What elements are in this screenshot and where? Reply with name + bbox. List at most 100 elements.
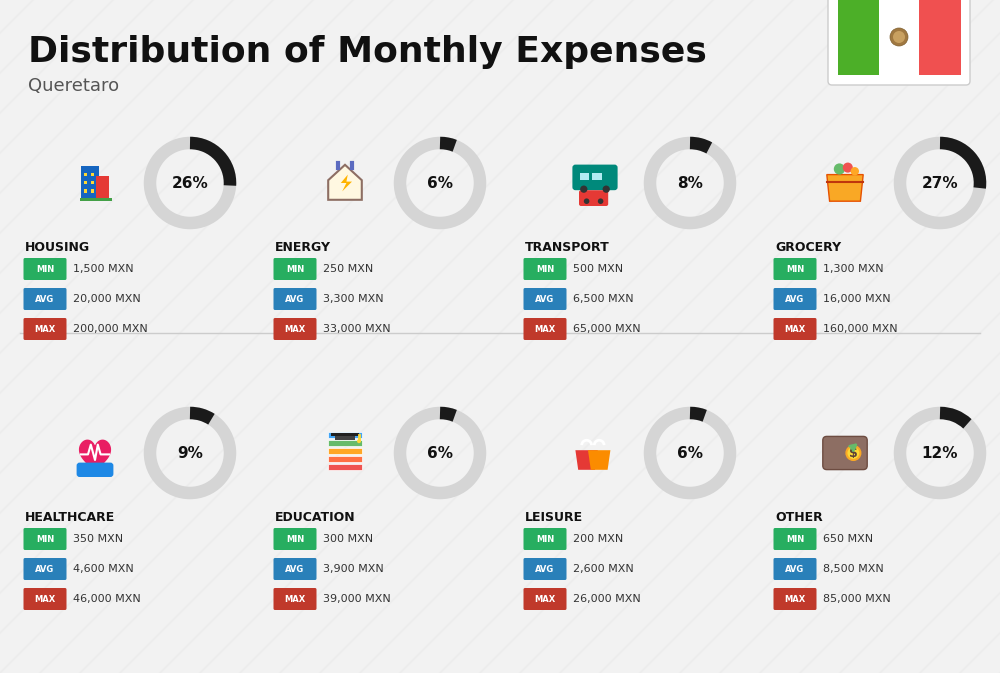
FancyBboxPatch shape: [24, 528, 66, 550]
Text: 16,000 MXN: 16,000 MXN: [823, 294, 891, 304]
Text: MAX: MAX: [284, 594, 306, 604]
Text: AVG: AVG: [35, 565, 55, 573]
FancyBboxPatch shape: [579, 190, 608, 206]
Text: 350 MXN: 350 MXN: [73, 534, 123, 544]
Bar: [84, 173, 87, 176]
Circle shape: [603, 186, 610, 192]
FancyBboxPatch shape: [572, 165, 618, 190]
Circle shape: [357, 439, 361, 444]
Text: MIN: MIN: [36, 264, 54, 273]
Text: 1,300 MXN: 1,300 MXN: [823, 264, 884, 274]
FancyBboxPatch shape: [328, 440, 362, 446]
FancyBboxPatch shape: [774, 528, 816, 550]
Text: MAX: MAX: [284, 324, 306, 334]
FancyBboxPatch shape: [328, 432, 362, 438]
FancyBboxPatch shape: [774, 588, 816, 610]
Bar: [838, 0, 879, 75]
Bar: [96, 176, 109, 200]
Text: MAX: MAX: [784, 324, 806, 334]
Circle shape: [846, 446, 860, 460]
Text: ENERGY: ENERGY: [275, 241, 331, 254]
Bar: [91, 189, 94, 192]
Text: MIN: MIN: [286, 264, 304, 273]
Text: 46,000 MXN: 46,000 MXN: [73, 594, 141, 604]
FancyBboxPatch shape: [524, 258, 566, 280]
Circle shape: [598, 199, 603, 204]
Text: HOUSING: HOUSING: [25, 241, 90, 254]
Text: 3,300 MXN: 3,300 MXN: [323, 294, 384, 304]
Polygon shape: [575, 450, 598, 470]
Text: 4,600 MXN: 4,600 MXN: [73, 564, 134, 574]
Text: MIN: MIN: [536, 264, 554, 273]
Text: Distribution of Monthly Expenses: Distribution of Monthly Expenses: [28, 35, 707, 69]
Text: TRANSPORT: TRANSPORT: [525, 241, 610, 254]
Text: 3,900 MXN: 3,900 MXN: [323, 564, 384, 574]
FancyBboxPatch shape: [774, 258, 816, 280]
FancyBboxPatch shape: [274, 528, 316, 550]
Text: 1,500 MXN: 1,500 MXN: [73, 264, 134, 274]
Text: AVG: AVG: [785, 565, 805, 573]
Text: AVG: AVG: [285, 565, 305, 573]
Text: 27%: 27%: [922, 176, 958, 190]
Text: $: $: [849, 446, 858, 460]
Bar: [331, 433, 359, 436]
Text: 160,000 MXN: 160,000 MXN: [823, 324, 898, 334]
Text: MIN: MIN: [36, 534, 54, 544]
Bar: [81, 166, 99, 200]
FancyBboxPatch shape: [524, 288, 566, 310]
Text: AVG: AVG: [785, 295, 805, 304]
Bar: [84, 181, 87, 184]
Text: EDUCATION: EDUCATION: [275, 511, 356, 524]
Text: 6%: 6%: [677, 446, 703, 460]
Text: 200,000 MXN: 200,000 MXN: [73, 324, 148, 334]
FancyBboxPatch shape: [77, 462, 113, 477]
FancyBboxPatch shape: [328, 448, 362, 454]
FancyBboxPatch shape: [774, 318, 816, 340]
FancyBboxPatch shape: [24, 288, 66, 310]
Bar: [580, 173, 589, 180]
Text: 6,500 MXN: 6,500 MXN: [573, 294, 634, 304]
Circle shape: [893, 31, 905, 43]
Bar: [84, 189, 87, 192]
Bar: [335, 435, 355, 440]
Bar: [879, 0, 919, 75]
FancyBboxPatch shape: [274, 558, 316, 580]
Text: MIN: MIN: [286, 534, 304, 544]
Bar: [80, 199, 112, 201]
Text: AVG: AVG: [285, 295, 305, 304]
Text: 8%: 8%: [677, 176, 703, 190]
FancyBboxPatch shape: [328, 456, 362, 462]
FancyBboxPatch shape: [828, 0, 970, 85]
Circle shape: [580, 186, 587, 192]
FancyBboxPatch shape: [24, 588, 66, 610]
Text: MAX: MAX: [534, 594, 556, 604]
Circle shape: [834, 164, 845, 174]
Text: MAX: MAX: [34, 324, 56, 334]
Bar: [919, 0, 961, 75]
Text: HEALTHCARE: HEALTHCARE: [25, 511, 115, 524]
Polygon shape: [588, 450, 610, 470]
FancyBboxPatch shape: [274, 288, 316, 310]
FancyBboxPatch shape: [24, 258, 66, 280]
Bar: [592, 173, 602, 180]
FancyBboxPatch shape: [524, 558, 566, 580]
Text: LEISURE: LEISURE: [525, 511, 583, 524]
Text: 200 MXN: 200 MXN: [573, 534, 623, 544]
Text: 6%: 6%: [427, 446, 453, 460]
Text: 12%: 12%: [922, 446, 958, 460]
Text: 300 MXN: 300 MXN: [323, 534, 373, 544]
FancyBboxPatch shape: [524, 588, 566, 610]
Text: MIN: MIN: [536, 534, 554, 544]
FancyBboxPatch shape: [274, 318, 316, 340]
Polygon shape: [80, 440, 110, 474]
Polygon shape: [341, 174, 352, 191]
Polygon shape: [827, 174, 863, 201]
Text: MAX: MAX: [534, 324, 556, 334]
FancyBboxPatch shape: [274, 258, 316, 280]
Text: AVG: AVG: [35, 295, 55, 304]
Bar: [91, 181, 94, 184]
Text: 2,600 MXN: 2,600 MXN: [573, 564, 634, 574]
FancyBboxPatch shape: [823, 436, 867, 470]
Text: MAX: MAX: [784, 594, 806, 604]
Text: 250 MXN: 250 MXN: [323, 264, 373, 274]
